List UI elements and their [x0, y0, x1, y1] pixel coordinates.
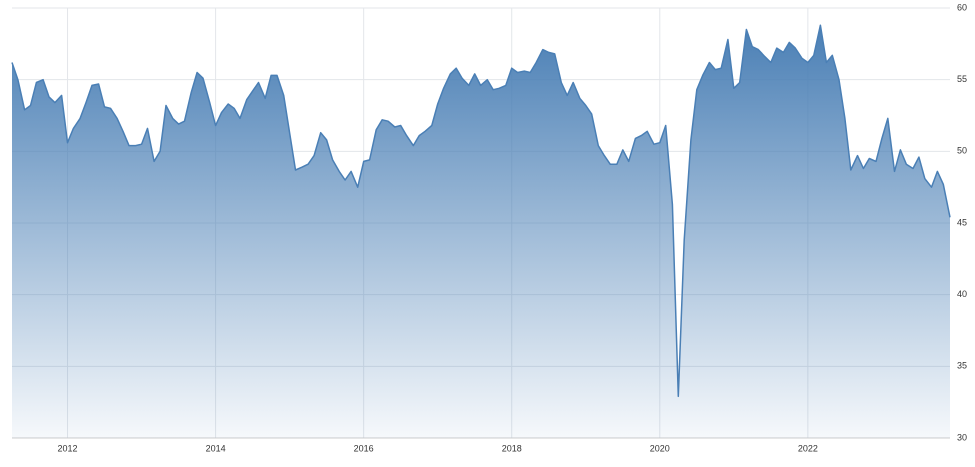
x-tick-label: 2014	[206, 443, 226, 453]
line	[11, 24, 951, 398]
y-tick-label: 50	[957, 146, 967, 156]
x-tick-label: 2020	[650, 443, 670, 453]
y-tick-label: 30	[957, 432, 967, 442]
y-tick-label: 45	[957, 217, 967, 227]
y-tick-label: 40	[957, 289, 967, 299]
area	[12, 25, 950, 438]
y-tick-label: 55	[957, 74, 967, 84]
x-tick-label: 2022	[798, 443, 818, 453]
x-tick-label: 2012	[58, 443, 78, 453]
x-tick-label: 2016	[354, 443, 374, 453]
x-tick-label: 2018	[502, 443, 522, 453]
y-tick-label: 35	[957, 361, 967, 371]
y-tick-label: 60	[957, 2, 967, 12]
